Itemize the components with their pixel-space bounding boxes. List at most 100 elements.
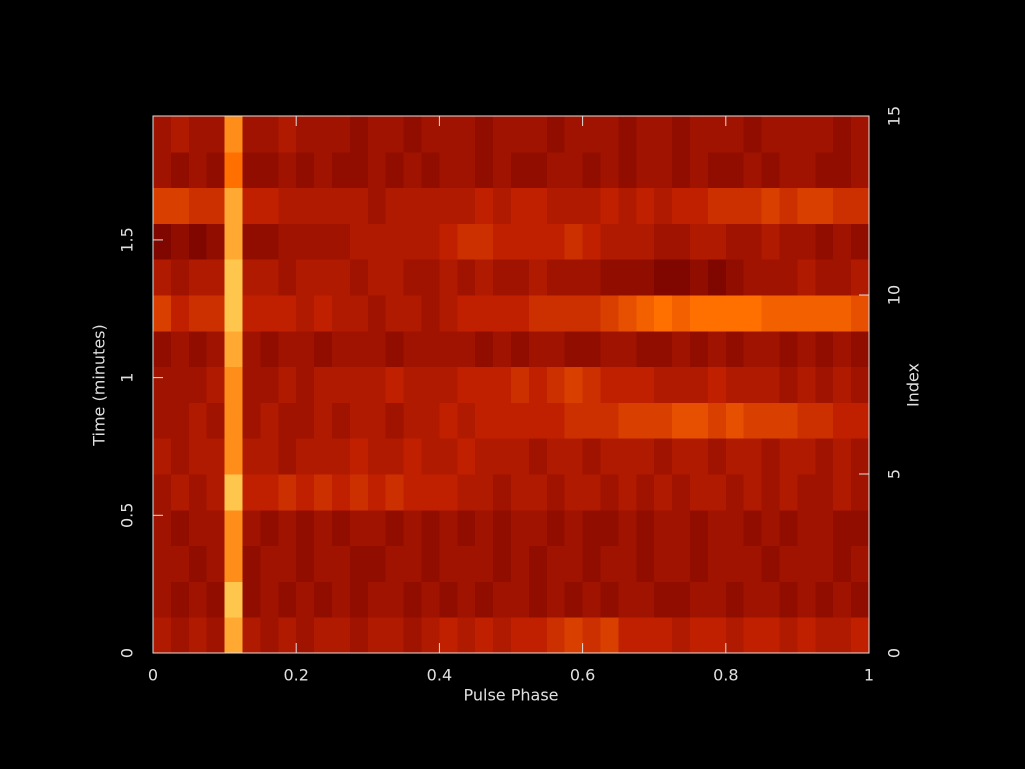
heatmap-cell — [618, 581, 637, 618]
heatmap-cell — [761, 438, 780, 475]
heatmap-cell — [224, 545, 243, 582]
heatmap-cell — [314, 438, 333, 475]
heatmap-cell — [296, 259, 315, 296]
heatmap-cell — [421, 617, 440, 654]
heatmap-cell — [600, 295, 619, 332]
heatmap-cell — [403, 330, 422, 368]
heatmap-cell — [833, 617, 852, 654]
heatmap-cell — [636, 474, 655, 511]
heatmap-cell — [618, 151, 637, 189]
heatmap-cell — [242, 474, 261, 511]
heatmap-cell — [779, 187, 798, 224]
heatmap-cell — [690, 545, 709, 582]
heatmap-cell — [242, 438, 261, 475]
heatmap-cell — [815, 509, 834, 547]
heatmap-cell — [743, 545, 763, 582]
heatmap-cell — [797, 474, 816, 511]
heatmap-cell — [600, 402, 619, 439]
heatmap-cell — [475, 116, 494, 153]
heatmap-cell — [457, 474, 476, 511]
heatmap-cell — [349, 617, 369, 654]
heatmap-cell — [815, 259, 834, 296]
heatmap-cell — [493, 438, 512, 475]
heatmap-cell — [654, 151, 673, 189]
heatmap-cell — [349, 259, 369, 296]
heatmap-cell — [421, 438, 440, 475]
heatmap-cell — [153, 474, 172, 511]
heatmap-cell — [690, 259, 709, 296]
heatmap-cell — [582, 581, 601, 618]
heatmap-cell — [851, 366, 870, 403]
heatmap-cell — [582, 545, 601, 582]
heatmap-cell — [743, 581, 763, 618]
heatmap-cell — [457, 438, 476, 475]
heatmap-cell — [618, 617, 637, 654]
heatmap-cell — [296, 474, 315, 511]
heatmap-cell — [528, 509, 548, 547]
heatmap-cell — [779, 151, 798, 189]
heatmap-cell — [278, 223, 297, 260]
heatmap-cell — [314, 187, 333, 224]
heatmap-cell — [528, 223, 548, 260]
heatmap-cell — [296, 366, 315, 403]
heatmap-cell — [797, 402, 816, 439]
heatmap-cell — [457, 330, 476, 368]
heatmap-cell — [528, 438, 548, 475]
heatmap-cell — [779, 438, 798, 475]
heatmap-cell — [224, 151, 243, 189]
heatmap-cell — [278, 259, 297, 296]
heatmap-cell — [296, 295, 315, 332]
heatmap-cell — [815, 151, 834, 189]
heatmap-cell — [206, 402, 226, 439]
heatmap-cell — [582, 366, 601, 403]
heatmap-cell — [475, 509, 494, 547]
y2-tick-label: 10 — [885, 285, 904, 305]
heatmap-cell — [582, 151, 601, 189]
heatmap-cell — [672, 366, 691, 403]
heatmap-cell — [153, 187, 172, 224]
heatmap-cell — [815, 366, 834, 403]
heatmap-cell — [618, 223, 637, 260]
heatmap-cell — [188, 330, 208, 368]
heatmap-cell — [403, 116, 422, 153]
heatmap-cell — [403, 545, 422, 582]
heatmap-cell — [493, 581, 512, 618]
heatmap-cell — [332, 295, 351, 332]
heatmap-cell — [206, 509, 226, 547]
heatmap-cell — [367, 545, 387, 582]
heatmap-cell — [385, 545, 405, 582]
heatmap-cell — [761, 295, 780, 332]
heatmap-cell — [439, 223, 458, 260]
heatmap-cell — [385, 330, 405, 368]
heatmap-cell — [349, 438, 369, 475]
heatmap-cell — [206, 151, 226, 189]
heatmap-cell — [332, 116, 351, 153]
heatmap-cell — [672, 581, 691, 618]
heatmap-cell — [206, 438, 226, 475]
heatmap-cell — [833, 223, 852, 260]
heatmap-cell — [851, 187, 870, 224]
heatmap-cell — [260, 474, 279, 511]
heatmap-cell — [564, 330, 584, 368]
heatmap-cell — [707, 187, 727, 224]
heatmap-cell — [206, 366, 226, 403]
heatmap-cell — [314, 509, 333, 547]
heatmap-cell — [278, 581, 297, 618]
heatmap — [153, 116, 870, 654]
heatmap-cell — [475, 330, 494, 368]
heatmap-cell — [564, 366, 584, 403]
heatmap-cell — [851, 509, 870, 547]
heatmap-cell — [493, 474, 512, 511]
heatmap-cell — [707, 509, 727, 547]
heatmap-cell — [206, 545, 226, 582]
heatmap-cell — [439, 474, 458, 511]
heatmap-cell — [153, 366, 172, 403]
heatmap-cell — [260, 295, 279, 332]
heatmap-cell — [475, 295, 494, 332]
heatmap-cell — [833, 581, 852, 618]
heatmap-cell — [493, 187, 512, 224]
heatmap-cell — [188, 116, 208, 153]
heatmap-cell — [242, 617, 261, 654]
heatmap-cell — [385, 187, 405, 224]
heatmap-cell — [654, 509, 673, 547]
